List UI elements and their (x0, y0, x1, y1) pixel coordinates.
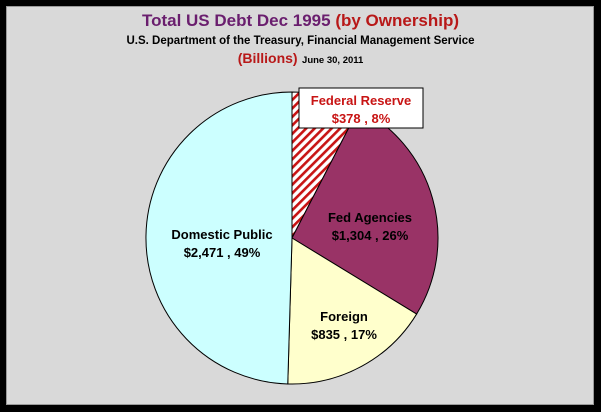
chart-title: Total US Debt Dec 1995 (by Ownership) (0, 11, 601, 31)
chart-subtitle: U.S. Department of the Treasury, Financi… (126, 35, 475, 47)
label-domestic-public: Domestic Public $2,471 , 49% (171, 227, 272, 260)
label-fed-agencies: Fed Agencies $1,304 , 26% (328, 210, 412, 243)
slice-value-domestic-public: $2,471 , 49% (184, 245, 261, 260)
slice-name-fed-agencies: Fed Agencies (328, 210, 412, 225)
slice-domestic-public (145, 91, 293, 385)
slice-foreign (287, 237, 418, 385)
slice-name-foreign: Foreign (320, 309, 368, 324)
slice-value-federal-reserve: $378 , 8% (332, 111, 391, 126)
chart-units-line: (Billions) June 30, 2011 (0, 50, 601, 68)
slice-value-foreign: $835 , 17% (311, 327, 377, 342)
chart-units: (Billions) (237, 50, 298, 66)
label-box-federal-reserve (298, 87, 424, 129)
slice-name-federal-reserve: Federal Reserve (311, 93, 411, 108)
slice-value-fed-agencies: $1,304 , 26% (332, 228, 409, 243)
label-federal-reserve: Federal Reserve $378 , 8% (298, 87, 424, 129)
chart-title-qualifier: (by Ownership) (335, 11, 460, 30)
pie-labels: Federal Reserve $378 , 8% Fed Agencies $1,3… (171, 87, 424, 342)
pie-slices (145, 91, 439, 385)
label-foreign: Foreign $835 , 17% (311, 309, 377, 342)
chart-title-main: Total US Debt Dec 1995 (141, 11, 336, 30)
chart-date: June 30, 2011 (302, 55, 364, 66)
slice-name-domestic-public: Domestic Public (171, 227, 272, 242)
